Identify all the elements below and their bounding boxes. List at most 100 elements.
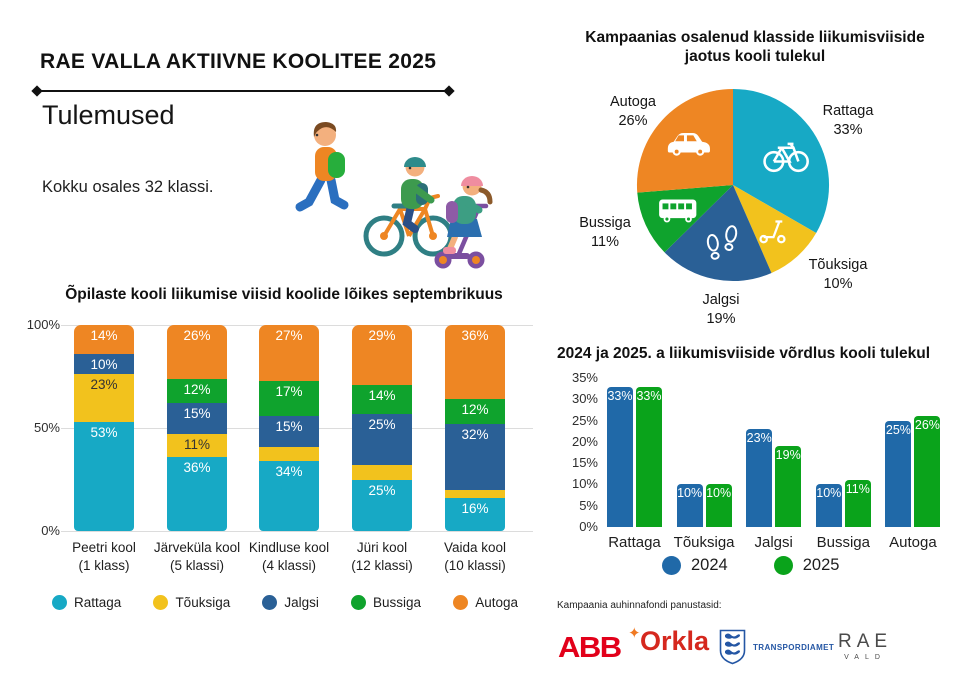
comparison-chart-legend: 2024 2025 [662,556,839,575]
category-label: Rattaga [608,534,661,551]
legend-dot [773,556,793,575]
segment-Jalgsi: 10% [74,353,134,375]
school-label-line: Kindluse kool [248,540,330,555]
legend-label: Jalgsi [284,595,319,610]
legend-label: Autoga [475,595,518,610]
bar-value-label: 27% [275,328,303,344]
bar-value-label: 19% [775,448,801,463]
legend-dot [262,595,278,610]
bar-value-label: 23% [746,431,772,446]
pie-label-value: 33% [833,122,863,138]
bar-value-label: 10% [677,486,703,501]
pie-label-value: 19% [706,311,736,327]
school-label-line: Järveküla kool [153,540,241,555]
pie-label-value: 11% [591,234,619,250]
segment-Autoga: 27% [259,325,319,381]
y-axis-tick: 20% [571,433,598,449]
legend-item-2025: 2025 [773,556,839,575]
school-label-line: (10 klassi) [444,558,506,574]
legend-item-Tõuksiga: Tõuksiga [153,595,230,610]
page-subtitle: Tulemused [42,100,175,130]
bar-value-label: 15% [183,406,211,422]
orkla-logo: ✦ Orkla [628,625,709,657]
stacked-bar-Kindluse kool: 27% 17% 15% 34% [259,325,319,531]
bar-2025-Tõuksiga: 10% [705,484,732,527]
gridline-0 [61,531,533,532]
pie-slice-Jalgsi [664,185,772,282]
bar-2025-Rattaga: 33% [636,386,662,527]
pie-label-name: Autoga [610,94,656,111]
bar-value-label: 26% [183,328,211,344]
bar-value-label: 12% [183,381,211,397]
legend-label: Tõuksiga [175,595,231,610]
bar-value-label: 12% [461,402,489,418]
y-axis-tick: 0% [41,523,60,538]
y-axis-tick: 25% [571,412,598,428]
legend-label: 2024 [691,556,728,574]
bar-value-label: 16% [461,501,489,517]
school-label: Kindluse kool (4 klassi) [249,539,329,575]
school-label-line: (1 klass) [78,558,130,574]
pie-slice-Tõuksiga [733,185,817,273]
stacked-chart-y-axis: 100% 50% 0% [18,317,60,538]
legend-item-2024: 2024 [662,556,728,575]
bar-2025-Jalgsi: 19% [775,446,802,527]
bar-value-label: 36% [183,459,211,475]
estonia-coat-of-arms-icon [719,629,746,665]
segment-Autoga: 26% [167,325,227,379]
bar-value-label: 11% [845,482,870,497]
pie-label-value: 10% [823,276,853,292]
category-label: Bussiga [816,534,870,551]
bar-value-label: 10% [90,356,118,372]
comparison-chart-title: 2024 ja 2025. a liikumisviiside võrdlus … [557,345,931,362]
segment-Autoga: 29% [352,325,412,385]
bar-value-label: 33% [636,388,662,403]
bar-value-label: 32% [461,426,489,442]
walking-kid-illustration [295,122,349,212]
segment-Rattaga: 36% [167,456,227,531]
rae-vald-logo: RAE VALD [838,631,892,661]
title-divider [37,90,449,92]
category-label: Jalgsi [754,534,793,551]
school-label-line: (12 klassi) [351,558,413,574]
stacked-bar-Vaida kool: 36% 12% 32% 16% [445,325,505,531]
bar-value-label: 15% [275,418,303,434]
abb-logo: ABB [558,631,622,664]
bar-value-label: 17% [275,383,303,399]
scooter-girl-illustration [434,176,493,269]
orkla-star-icon: ✦ [628,625,641,642]
segment-Tõuksiga [259,446,319,461]
y-axis-tick: 15% [571,455,598,471]
segment-Bussiga: 12% [167,378,227,404]
school-label-line: (5 klassi) [169,558,225,574]
segment-Autoga: 36% [445,325,505,400]
legend-dot [453,595,469,610]
school-label: Järveküla kool (5 klassi) [154,539,240,575]
pie-chart [636,88,830,282]
pie-label-name: Tõuksiga [808,257,868,274]
sponsors-label: Kampaania auhinnafondi panustasid: [557,600,722,611]
rae-vald-logo-text: RAE [838,631,893,652]
segment-Autoga: 14% [74,325,134,354]
bar-value-label: 26% [914,418,940,433]
segment-Jalgsi: 15% [167,403,227,435]
bar-value-label: 25% [885,422,911,437]
bar-value-label: 25% [368,482,396,498]
pie-label-Bussiga: Bussiga 11% [579,214,631,252]
segment-Tõuksiga: 11% [167,434,227,457]
segment-Jalgsi: 25% [352,413,412,466]
bar-value-label: 29% [368,328,396,344]
legend-dot [52,595,67,610]
bar-value-label: 53% [90,424,118,440]
pie-label-Rattaga: Rattaga 33% [823,102,874,140]
segment-Rattaga: 34% [259,460,319,531]
legend-item-Rattaga: Rattaga [52,595,121,610]
cycling-kid-illustration [363,157,454,257]
school-label: Vaida kool (10 klassi) [444,539,506,575]
bar-value-label: 34% [275,463,303,479]
school-label-line: (4 klassi) [261,558,316,574]
pie-label-name: Rattaga [822,103,874,120]
pie-chart-title: Kampaanias osalenud klasside liikumisvii… [585,29,925,66]
y-axis-tick: 0% [579,519,598,535]
